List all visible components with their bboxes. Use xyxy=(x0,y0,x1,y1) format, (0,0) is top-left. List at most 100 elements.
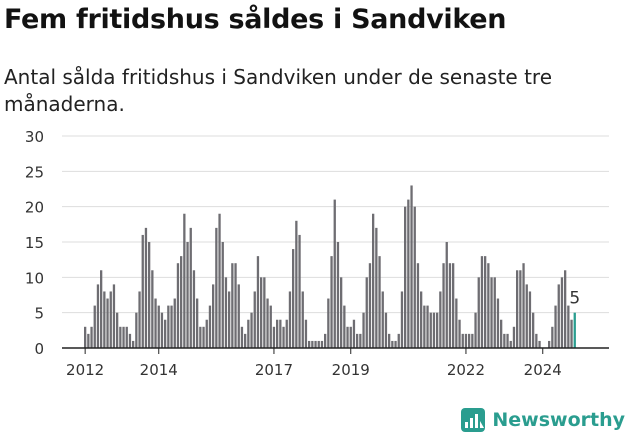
bar xyxy=(170,305,173,348)
bar xyxy=(144,227,148,348)
bar xyxy=(535,333,538,348)
bar xyxy=(253,291,256,348)
bar xyxy=(458,319,461,348)
bar xyxy=(122,326,125,348)
bar xyxy=(314,340,317,348)
bar xyxy=(272,326,276,348)
bar xyxy=(378,256,381,348)
x-tick-label: 2019 xyxy=(332,361,370,379)
bar xyxy=(560,277,564,348)
x-tick-label: 2024 xyxy=(524,361,562,379)
bar xyxy=(215,227,218,348)
bar xyxy=(119,326,122,348)
bar xyxy=(141,234,144,348)
bar xyxy=(208,305,212,348)
bar xyxy=(496,298,500,348)
bar xyxy=(381,291,384,348)
bar xyxy=(324,333,327,348)
bar xyxy=(365,277,368,348)
bar xyxy=(359,333,362,348)
bar xyxy=(442,263,445,348)
bar xyxy=(135,312,138,348)
bar xyxy=(423,305,426,348)
bar xyxy=(90,326,93,348)
bar xyxy=(164,319,167,348)
bar xyxy=(343,305,346,348)
highlight-value-label: 5 xyxy=(569,289,580,309)
bar xyxy=(295,220,298,348)
bar xyxy=(368,263,372,348)
bar xyxy=(154,298,157,348)
bar xyxy=(468,333,471,348)
bar xyxy=(362,312,365,348)
bar xyxy=(100,270,103,348)
x-tick-label: 2022 xyxy=(447,361,485,379)
bar xyxy=(180,256,183,348)
bar xyxy=(506,333,509,348)
bar xyxy=(474,312,477,348)
bar xyxy=(244,333,247,348)
bar xyxy=(138,291,141,348)
bar xyxy=(173,298,176,348)
bar xyxy=(570,319,573,348)
bar xyxy=(125,326,128,348)
y-tick-label: 0 xyxy=(34,340,44,358)
y-tick-label: 5 xyxy=(34,305,44,323)
bar xyxy=(87,333,90,348)
bar xyxy=(391,340,394,348)
bar xyxy=(199,326,202,348)
brand-name: Newsworthy xyxy=(492,409,625,431)
bar xyxy=(311,340,314,348)
bar xyxy=(487,263,490,348)
bar xyxy=(464,333,468,348)
bar xyxy=(551,326,554,348)
bar xyxy=(400,291,404,348)
bar xyxy=(372,213,375,348)
bar xyxy=(167,305,170,348)
bar xyxy=(432,312,436,348)
bar xyxy=(282,326,285,348)
bar xyxy=(186,242,189,348)
chart-subtitle: Antal sålda fritidshus i Sandviken under… xyxy=(4,65,553,116)
bar xyxy=(250,312,253,348)
bar xyxy=(327,298,330,348)
y-tick-label: 25 xyxy=(25,163,44,181)
bar xyxy=(189,227,192,348)
bar xyxy=(413,206,416,348)
newsworthy-icon xyxy=(461,408,486,432)
bar xyxy=(317,340,320,348)
y-tick-label: 30 xyxy=(25,128,44,146)
bar xyxy=(308,340,311,348)
bar xyxy=(356,333,359,348)
bar xyxy=(205,319,208,348)
bar xyxy=(224,277,228,348)
bar xyxy=(516,270,519,348)
bar xyxy=(84,326,87,348)
bar xyxy=(480,256,484,348)
bar xyxy=(519,270,522,348)
bar xyxy=(522,263,525,348)
bar xyxy=(500,319,503,348)
bar xyxy=(528,291,532,348)
bar xyxy=(301,291,304,348)
bar xyxy=(445,242,448,348)
bar xyxy=(218,213,221,348)
bar xyxy=(221,242,224,348)
bar xyxy=(132,340,135,348)
bar xyxy=(426,305,429,348)
bar xyxy=(336,242,340,348)
bar xyxy=(260,277,263,348)
bar xyxy=(455,298,458,348)
bar xyxy=(407,199,410,348)
bar xyxy=(240,326,244,348)
bar xyxy=(320,340,324,348)
bar xyxy=(256,256,260,348)
bar xyxy=(349,326,352,348)
bar xyxy=(160,312,164,348)
bar xyxy=(304,319,308,348)
bar xyxy=(263,277,266,348)
bar xyxy=(477,277,480,348)
bar xyxy=(157,305,160,348)
bar xyxy=(493,277,496,348)
